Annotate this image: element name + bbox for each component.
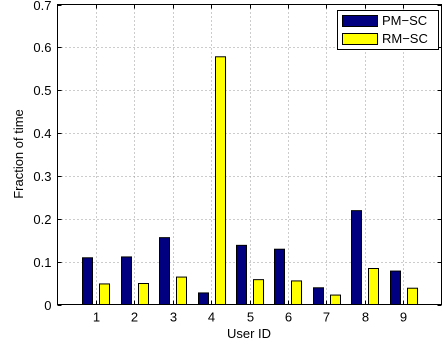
bar-rm-sc [138, 283, 149, 305]
bar-pm-sc [313, 287, 324, 305]
x-tick-label: 2 [131, 310, 138, 325]
y-tick-label: 0.3 [33, 169, 51, 184]
y-tick-label: 0 [44, 298, 51, 313]
x-tick-label: 8 [362, 310, 369, 325]
legend-swatch-pm-sc [342, 15, 378, 27]
legend-label-rm-sc: RM−SC [382, 31, 428, 46]
bar-pm-sc [351, 210, 362, 305]
x-tick-label: 3 [170, 310, 177, 325]
legend-label-pm-sc: PM−SC [382, 13, 427, 28]
x-tick-label: 9 [400, 310, 407, 325]
x-tick-label: 1 [93, 310, 100, 325]
bar-pm-sc [390, 270, 401, 306]
x-tick-label: 5 [247, 310, 254, 325]
x-tick-label: 7 [323, 310, 330, 325]
bar-rm-sc [176, 276, 187, 306]
bar-rm-sc [215, 56, 226, 305]
bar-pm-sc [274, 248, 285, 305]
grid-lines [57, 4, 442, 305]
y-tick-label: 0.6 [33, 40, 51, 55]
bar-rm-sc [253, 279, 264, 305]
bar-rm-sc [330, 294, 341, 306]
legend: PM−SC RM−SC [337, 10, 439, 50]
bar-rm-sc [99, 283, 110, 305]
tick-labels: 0 0.1 0.2 0.3 0.4 0.5 0.6 0.7 1 2 3 4 5 6 7 8 9 [33, 0, 407, 325]
y-tick-label: 0.4 [33, 126, 51, 141]
x-tick-label: 6 [285, 310, 292, 325]
legend-swatch-rm-sc [342, 33, 378, 45]
x-tick-label: 4 [208, 310, 215, 325]
y-tick-label: 0.5 [33, 83, 51, 98]
y-axis-label: Fraction of time [11, 109, 26, 199]
bar-pm-sc [159, 237, 170, 305]
bar-rm-sc [368, 268, 379, 305]
x-axis-label: User ID [227, 326, 271, 341]
bar-pm-sc [121, 256, 132, 305]
y-tick-label: 0.2 [33, 212, 51, 227]
bar-pm-sc [82, 257, 93, 305]
y-tick-label: 0.1 [33, 255, 51, 270]
bar-rm-sc [407, 287, 418, 306]
bar-rm-sc [291, 280, 302, 305]
bar-pm-sc [198, 292, 209, 305]
y-tick-label: 0.7 [33, 0, 51, 13]
bar-pm-sc [236, 244, 247, 306]
plot-frame [57, 4, 442, 305]
